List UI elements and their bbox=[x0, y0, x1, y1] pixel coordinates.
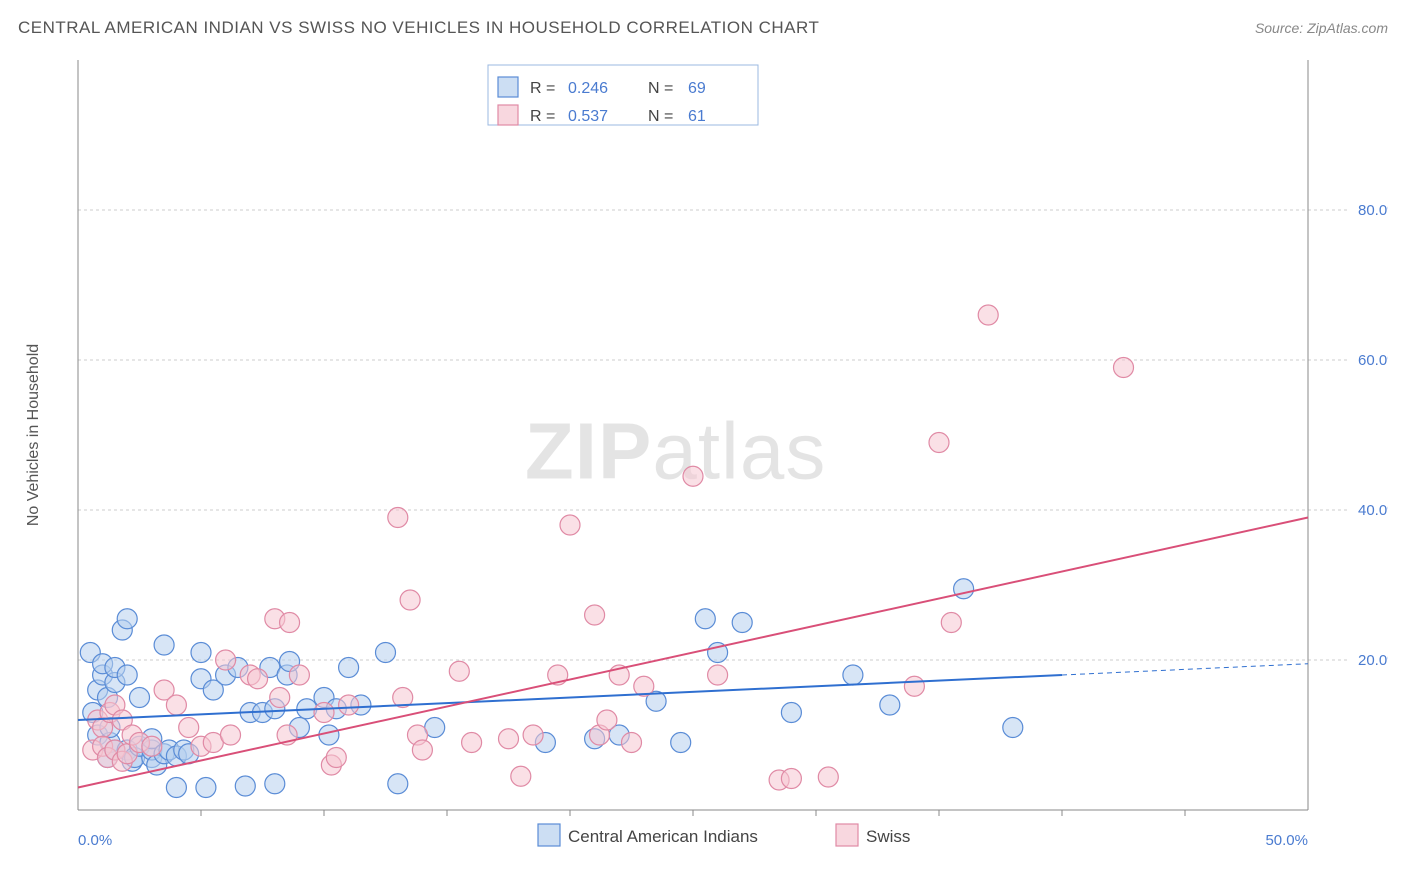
data-point bbox=[166, 695, 186, 715]
data-point bbox=[339, 658, 359, 678]
data-point bbox=[585, 605, 605, 625]
y-tick-label: 40.0% bbox=[1358, 502, 1388, 519]
x-tick-label: 50.0% bbox=[1265, 832, 1308, 849]
stats-n-value: 69 bbox=[688, 80, 706, 97]
data-point bbox=[622, 733, 642, 753]
legend-label: Central American Indians bbox=[568, 827, 758, 846]
data-point bbox=[376, 643, 396, 663]
data-point bbox=[339, 695, 359, 715]
data-point bbox=[929, 433, 949, 453]
stats-r-label: R = bbox=[530, 80, 555, 97]
data-point bbox=[708, 665, 728, 685]
watermark: ZIPatlas bbox=[525, 406, 826, 495]
data-point bbox=[319, 725, 339, 745]
chart-source: Source: ZipAtlas.com bbox=[1255, 20, 1388, 36]
data-point bbox=[511, 766, 531, 786]
data-point bbox=[781, 769, 801, 789]
data-point bbox=[221, 725, 241, 745]
data-point bbox=[941, 613, 961, 633]
data-point bbox=[671, 733, 691, 753]
data-point bbox=[695, 609, 715, 629]
stats-box bbox=[488, 65, 758, 125]
series-swiss bbox=[83, 305, 1134, 790]
stats-n-label: N = bbox=[648, 108, 673, 125]
data-point bbox=[191, 643, 211, 663]
trendline-swiss bbox=[78, 518, 1308, 788]
data-point bbox=[597, 710, 617, 730]
data-point bbox=[314, 703, 334, 723]
data-point bbox=[216, 650, 236, 670]
data-point bbox=[732, 613, 752, 633]
data-point bbox=[196, 778, 216, 798]
y-tick-label: 80.0% bbox=[1358, 202, 1388, 219]
data-point bbox=[880, 695, 900, 715]
data-point bbox=[683, 466, 703, 486]
data-point bbox=[499, 729, 519, 749]
data-point bbox=[154, 635, 174, 655]
stats-r-label: R = bbox=[530, 108, 555, 125]
data-point bbox=[818, 767, 838, 787]
data-point bbox=[843, 665, 863, 685]
legend-swatch bbox=[836, 824, 858, 846]
data-point bbox=[560, 515, 580, 535]
data-point bbox=[117, 665, 137, 685]
scatter-chart: ZIPatlas 20.0% 40.0% 60.0% 80.0% 0.0% 50.0% No … bbox=[18, 50, 1388, 874]
y-tick-label: 60.0% bbox=[1358, 352, 1388, 369]
data-point bbox=[235, 776, 255, 796]
data-point bbox=[1114, 358, 1134, 378]
data-point bbox=[523, 725, 543, 745]
legend-label: Swiss bbox=[866, 827, 910, 846]
data-point bbox=[400, 590, 420, 610]
data-point bbox=[449, 661, 469, 681]
chart-title: CENTRAL AMERICAN INDIAN VS SWISS NO VEHI… bbox=[18, 18, 819, 38]
y-axis-label: No Vehicles in Household bbox=[25, 344, 42, 526]
data-point bbox=[388, 508, 408, 528]
data-point bbox=[412, 740, 432, 760]
data-point bbox=[289, 665, 309, 685]
stats-n-value: 61 bbox=[688, 108, 706, 125]
data-point bbox=[1003, 718, 1023, 738]
data-point bbox=[265, 774, 285, 794]
data-point bbox=[142, 736, 162, 756]
data-point bbox=[904, 676, 924, 696]
stats-swatch bbox=[498, 77, 518, 97]
legend-swatch bbox=[538, 824, 560, 846]
trendline-extrapolation bbox=[1062, 664, 1308, 675]
data-point bbox=[117, 609, 137, 629]
data-point bbox=[954, 579, 974, 599]
data-point bbox=[462, 733, 482, 753]
data-point bbox=[179, 718, 199, 738]
x-tick-label: 0.0% bbox=[78, 832, 112, 849]
data-point bbox=[280, 613, 300, 633]
y-tick-label: 20.0% bbox=[1358, 652, 1388, 669]
chart-header: CENTRAL AMERICAN INDIAN VS SWISS NO VEHI… bbox=[18, 18, 1388, 38]
stats-n-label: N = bbox=[648, 80, 673, 97]
chart-container: ZIPatlas 20.0% 40.0% 60.0% 80.0% 0.0% 50.0% No … bbox=[18, 50, 1388, 874]
data-point bbox=[130, 688, 150, 708]
data-point bbox=[166, 778, 186, 798]
data-point bbox=[326, 748, 346, 768]
stats-r-value: 0.246 bbox=[568, 80, 608, 97]
data-point bbox=[781, 703, 801, 723]
data-point bbox=[388, 774, 408, 794]
data-point bbox=[270, 688, 290, 708]
data-point bbox=[978, 305, 998, 325]
data-point bbox=[248, 669, 268, 689]
stats-swatch bbox=[498, 105, 518, 125]
stats-r-value: 0.537 bbox=[568, 108, 608, 125]
